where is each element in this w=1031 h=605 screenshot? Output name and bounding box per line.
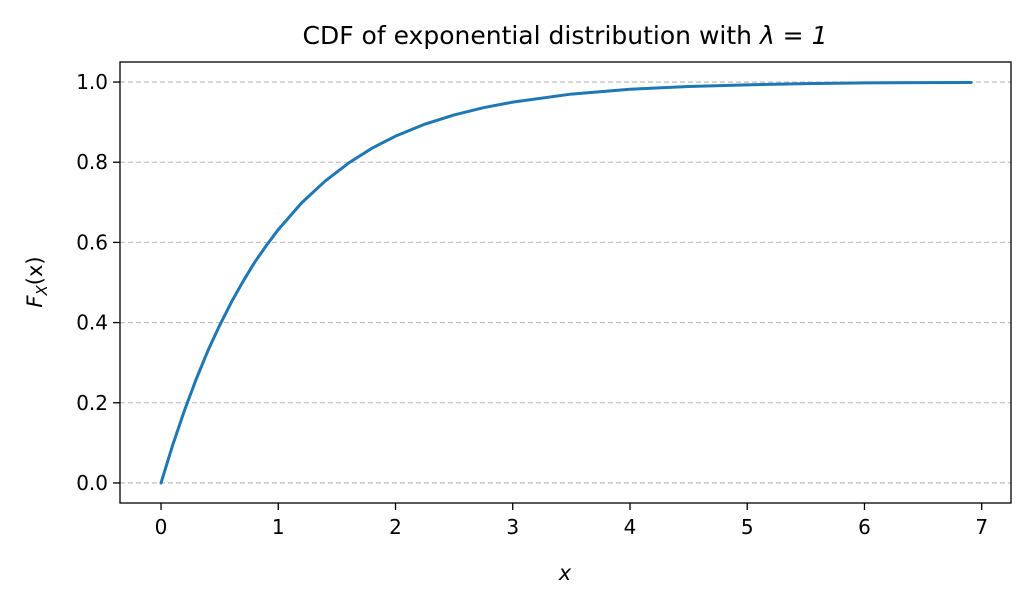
y-axis: 0.0 0.2 0.4 0.6 0.8 1.0 (76, 70, 120, 495)
x-tick-label: 2 (389, 515, 402, 539)
cdf-line (159, 80, 973, 485)
x-tick-label: 5 (741, 515, 754, 539)
y-tick-label: 0.2 (76, 391, 108, 415)
chart-title: CDF of exponential distribution with λ =… (303, 21, 828, 50)
y-tick-label: 0.0 (76, 471, 108, 495)
y-tick-label: 1.0 (76, 70, 108, 94)
series-layer (159, 80, 973, 485)
x-tick-label: 0 (155, 515, 168, 539)
y-tick-label: 0.6 (76, 230, 108, 254)
plot-frame (119, 61, 1012, 504)
x-tick-label: 1 (272, 515, 285, 539)
x-axis: 0 1 2 3 4 5 6 7 (155, 503, 988, 539)
y-tick-label: 0.4 (76, 311, 108, 335)
y-axis-label: FX(x) (23, 256, 51, 307)
grid (120, 81, 1011, 484)
y-tick-label: 0.8 (76, 150, 108, 174)
x-tick-label: 6 (858, 515, 871, 539)
x-tick-label: 3 (506, 515, 519, 539)
x-axis-label: x (558, 561, 572, 585)
x-tick-label: 7 (975, 515, 988, 539)
x-tick-label: 4 (624, 515, 637, 539)
